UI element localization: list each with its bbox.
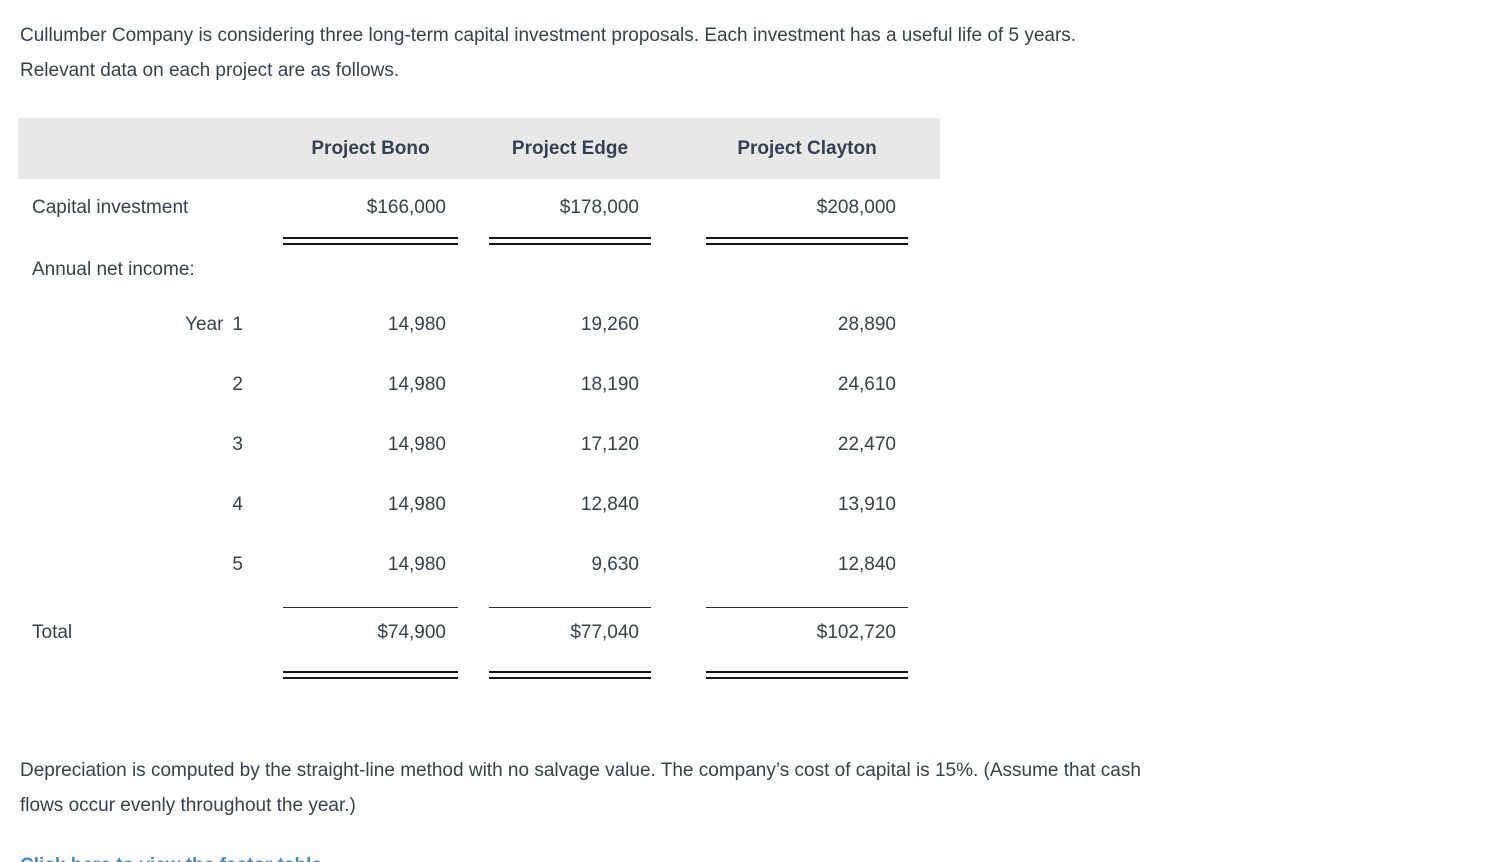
double-rule bbox=[489, 671, 651, 679]
year-4-label: 4 bbox=[232, 494, 243, 515]
capital-clayton-value: $208,000 bbox=[816, 197, 896, 218]
annual-net-income-row: Annual net income: bbox=[18, 245, 940, 295]
year-2-clayton-value: 24,610 bbox=[837, 374, 896, 395]
total-edge-value: $77,040 bbox=[570, 622, 639, 643]
intro-line-2: Relevant data on each project are as fol… bbox=[20, 60, 400, 81]
capital-investment-label: Capital investment bbox=[32, 197, 189, 218]
column-header-project-edge: Project Edge bbox=[489, 118, 651, 179]
year-prefix: Year bbox=[185, 314, 224, 335]
total-label: Total bbox=[32, 622, 73, 643]
year-1-row: Year 1 14,980 19,260 28,890 bbox=[18, 295, 940, 355]
double-rule bbox=[489, 237, 651, 245]
investment-table: Project Bono Project Edge Project Clayto… bbox=[18, 118, 940, 679]
single-rule bbox=[489, 607, 651, 609]
total-bono-value: $74,900 bbox=[377, 622, 446, 643]
year-4-clayton-value: 13,910 bbox=[837, 494, 896, 515]
year-1-clayton-value: 28,890 bbox=[837, 314, 896, 335]
year-2-label: 2 bbox=[232, 374, 243, 395]
year-3-edge-value: 17,120 bbox=[580, 434, 639, 455]
year-1-bono-value: 14,980 bbox=[387, 314, 446, 335]
double-rule bbox=[283, 671, 458, 679]
year-4-bono-value: 14,980 bbox=[387, 494, 446, 515]
header-empty-cell bbox=[18, 118, 283, 179]
note-line-2: flows occur evenly throughout the year.) bbox=[20, 795, 356, 816]
intro-text: Cullumber Company is considering three l… bbox=[20, 18, 1510, 88]
factor-table-link[interactable]: Click here to view the factor table. bbox=[20, 855, 327, 862]
depreciation-note: Depreciation is computed by the straight… bbox=[20, 753, 1510, 823]
year-3-bono-value: 14,980 bbox=[387, 434, 446, 455]
single-rule bbox=[706, 607, 908, 609]
pre-total-rule-row bbox=[18, 595, 940, 609]
year-4-row: 4 14,980 12,840 13,910 bbox=[18, 475, 940, 535]
double-rule bbox=[283, 237, 458, 245]
year-3-clayton-value: 22,470 bbox=[837, 434, 896, 455]
year-5-edge-value: 9,630 bbox=[591, 554, 639, 575]
double-rule bbox=[706, 671, 908, 679]
year-2-bono-value: 14,980 bbox=[387, 374, 446, 395]
column-header-project-clayton: Project Clayton bbox=[706, 118, 908, 179]
year-2-edge-value: 18,190 bbox=[580, 374, 639, 395]
year-2-row: 2 14,980 18,190 24,610 bbox=[18, 355, 940, 415]
year-5-clayton-value: 12,840 bbox=[837, 554, 896, 575]
capital-edge-value: $178,000 bbox=[559, 197, 639, 218]
year-3-label: 3 bbox=[232, 434, 243, 455]
intro-line-1: Cullumber Company is considering three l… bbox=[20, 25, 1077, 46]
single-rule bbox=[283, 607, 458, 609]
header-gap bbox=[458, 118, 489, 179]
total-rule-row bbox=[18, 657, 940, 679]
year-number: 1 bbox=[232, 314, 243, 335]
capital-rule-row bbox=[18, 237, 940, 245]
header-right-pad bbox=[908, 118, 940, 179]
year-5-label: 5 bbox=[232, 554, 243, 575]
year-3-row: 3 14,980 17,120 22,470 bbox=[18, 415, 940, 475]
note-line-1: Depreciation is computed by the straight… bbox=[20, 760, 1141, 781]
total-clayton-value: $102,720 bbox=[816, 622, 896, 643]
capital-bono-value: $166,000 bbox=[366, 197, 446, 218]
year-1-label: Year 1 bbox=[18, 295, 283, 355]
year-1-edge-value: 19,260 bbox=[580, 314, 639, 335]
double-rule bbox=[706, 237, 908, 245]
year-4-edge-value: 12,840 bbox=[580, 494, 639, 515]
annual-net-income-label: Annual net income: bbox=[32, 259, 195, 280]
year-5-row: 5 14,980 9,630 12,840 bbox=[18, 535, 940, 595]
header-gap bbox=[651, 118, 706, 179]
capital-investment-row: Capital investment $166,000 $178,000 $20… bbox=[18, 179, 940, 237]
table-header-row: Project Bono Project Edge Project Clayto… bbox=[18, 118, 940, 179]
total-row: Total $74,900 $77,040 $102,720 bbox=[18, 609, 940, 657]
column-header-project-bono: Project Bono bbox=[283, 118, 458, 179]
year-5-bono-value: 14,980 bbox=[387, 554, 446, 575]
